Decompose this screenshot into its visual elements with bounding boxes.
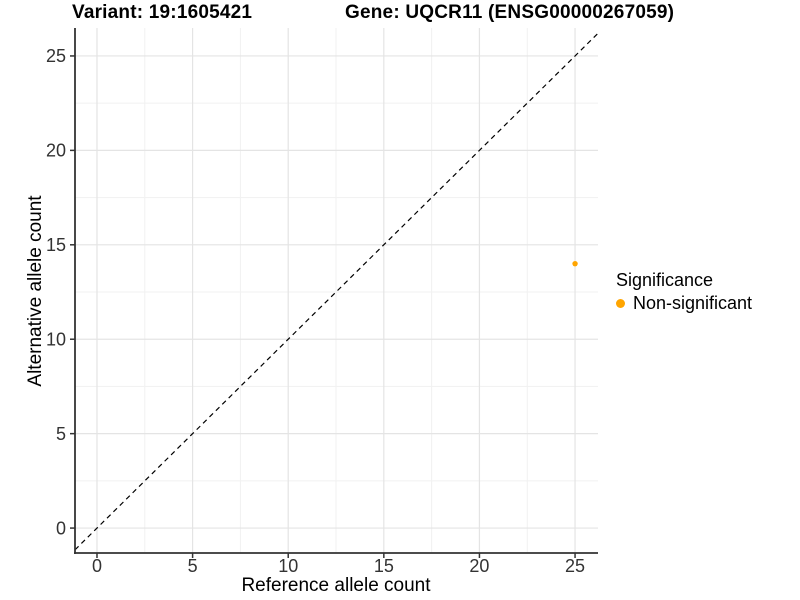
x-tick-label: 5 xyxy=(188,556,198,576)
legend: Significance Non-significant xyxy=(616,270,752,314)
x-tick-label: 0 xyxy=(92,556,102,576)
identity-line xyxy=(75,32,598,551)
x-tick-label: 20 xyxy=(469,556,489,576)
y-tick-label: 5 xyxy=(56,424,66,444)
legend-point-icon xyxy=(616,299,625,308)
x-axis-label: Reference allele count xyxy=(241,575,431,596)
legend-title: Significance xyxy=(616,270,714,290)
y-tick-label: 0 xyxy=(56,518,66,538)
x-tick-label: 15 xyxy=(374,556,394,576)
y-axis-label: Alternative allele count xyxy=(25,195,46,387)
legend-item: Non-significant xyxy=(616,293,752,314)
y-tick-label: 25 xyxy=(46,46,66,66)
x-tick-label: 25 xyxy=(565,556,585,576)
data-point xyxy=(572,260,578,267)
y-tick-label: 20 xyxy=(46,141,66,161)
plot-title-variant: Variant: 19:1605421 xyxy=(72,2,253,23)
y-tick-label: 10 xyxy=(46,330,66,350)
plot-title-gene: Gene: UQCR11 (ENSG00000267059) xyxy=(345,2,675,23)
y-tick-label: 15 xyxy=(46,235,66,255)
legend-item-label: Non-significant xyxy=(633,293,753,313)
x-tick-label: 10 xyxy=(278,556,298,576)
